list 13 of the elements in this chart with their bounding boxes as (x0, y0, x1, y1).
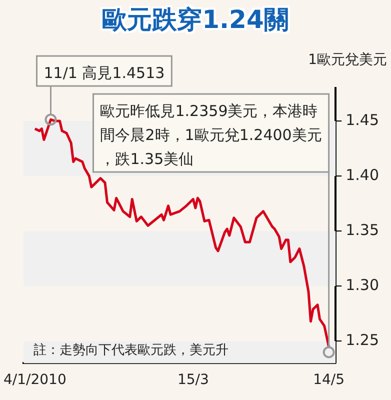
y-tick-label: 1.30 (346, 276, 380, 294)
x-tick-label: 4/1/2010 (3, 372, 66, 388)
x-tick-label: 15/3 (177, 372, 209, 388)
x-tick-label: 14/5 (313, 372, 345, 388)
y-tick-label: 1.45 (346, 110, 380, 129)
y-tick-label: 1.25 (346, 331, 380, 350)
y-axis-title: 1歐元兌美元 (308, 52, 387, 68)
annotation: 歐元昨低見1.2359美元，本港時間今晨2時，1歐元兌1.2400美元，跌1.35美仙 (100, 102, 322, 168)
annotation: 11/1 高見1.4513 (44, 64, 165, 82)
y-tick-label: 1.35 (346, 220, 380, 239)
chart-title: 歐元跌穿1.24關 (101, 4, 290, 36)
annotation: 註：走勢向下代表歐元跌，美元升 (34, 342, 229, 358)
y-tick-label: 1.40 (346, 166, 380, 184)
